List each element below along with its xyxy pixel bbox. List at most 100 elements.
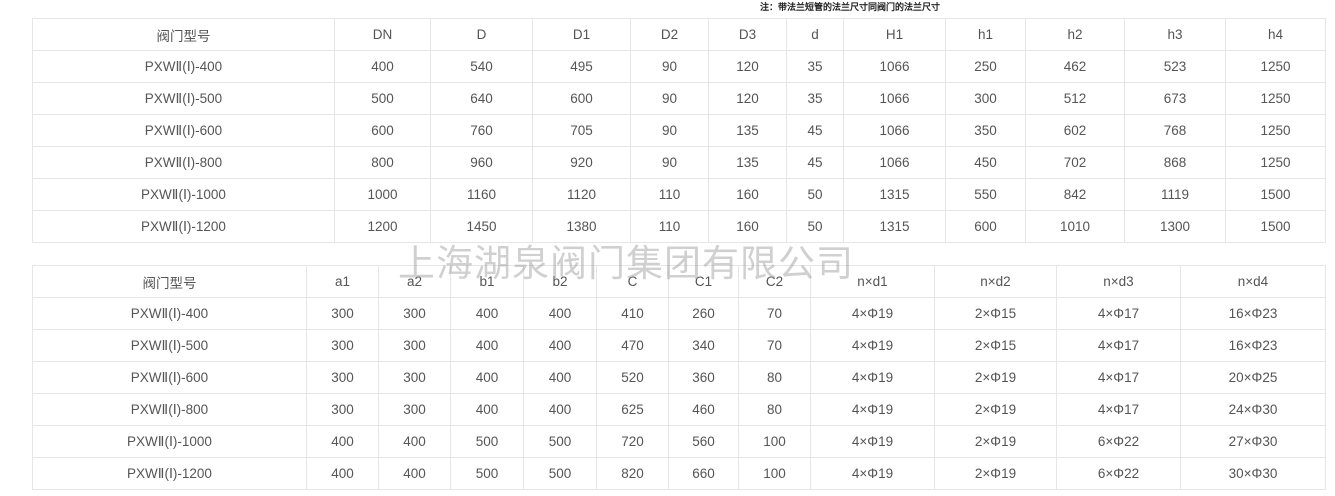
table-cell: 110: [630, 178, 709, 211]
table-row: PXWⅡ(Ⅰ)-400 300 300 400 400 410 260 70 4×Φ19 2×Φ1…: [32, 297, 1326, 330]
table-cell: 520: [596, 361, 669, 394]
table-cell: 400: [450, 329, 524, 362]
table-cell: 800: [334, 146, 431, 179]
table-cell: 560: [668, 425, 739, 458]
table-cell: 400: [334, 50, 431, 83]
table-row: PXWⅡ(Ⅰ)-1000 400 400 500 500 720 560 100 4×Φ19 2×…: [32, 425, 1326, 458]
table-cell: 1500: [1225, 178, 1326, 211]
column-header: a1: [306, 265, 379, 298]
table-cell: 250: [945, 50, 1026, 83]
table-cell: 160: [708, 178, 787, 211]
table-cell: 400: [450, 297, 524, 330]
table-cell: 410: [596, 297, 669, 330]
table-cell: 1450: [430, 210, 533, 243]
table-cell: 1500: [1225, 210, 1326, 243]
table-cell: 1066: [843, 146, 946, 179]
table-cell: 300: [378, 297, 451, 330]
table-cell: 400: [450, 361, 524, 394]
table-cell: 540: [430, 50, 533, 83]
column-header: D2: [630, 18, 709, 51]
table-cell: 1066: [843, 50, 946, 83]
table-cell: 1250: [1225, 114, 1326, 147]
table-cell: 120: [708, 50, 787, 83]
table-cell: 705: [532, 114, 631, 147]
table-cell: 16×Φ23: [1180, 329, 1326, 362]
table-cell: 400: [523, 393, 597, 426]
table-cell: 602: [1025, 114, 1125, 147]
table-cell: 27×Φ30: [1180, 425, 1326, 458]
table-row: PXWⅡ(Ⅰ)-600 600 760 705 90 135 45 1066 350 602 768…: [32, 114, 1326, 147]
table-cell: 820: [596, 457, 669, 490]
column-header: 阀门型号: [32, 265, 307, 298]
table-cell: 462: [1025, 50, 1125, 83]
table-cell: 4×Φ19: [810, 361, 935, 394]
table-cell: 30×Φ30: [1180, 457, 1326, 490]
table-cell: 660: [668, 457, 739, 490]
table-cell: 450: [945, 146, 1026, 179]
column-header: b2: [523, 265, 597, 298]
table-cell: 1380: [532, 210, 631, 243]
table-cell: 868: [1124, 146, 1226, 179]
flange-note: 注：带法兰短管的法兰尺寸同阀门的法兰尺寸: [760, 3, 941, 13]
table-cell: 1250: [1225, 146, 1326, 179]
table-cell: 1000: [334, 178, 431, 211]
table-cell: 340: [668, 329, 739, 362]
table-cell: 600: [334, 114, 431, 147]
column-header: C: [596, 265, 669, 298]
table-cell: 35: [786, 82, 844, 115]
table-cell: 1119: [1124, 178, 1226, 211]
table-cell: 1066: [843, 82, 946, 115]
table-cell: 1315: [843, 210, 946, 243]
table-cell: 523: [1124, 50, 1226, 83]
column-header: DN: [334, 18, 431, 51]
column-header: b1: [450, 265, 524, 298]
table-cell: 500: [523, 457, 597, 490]
table-cell: 460: [668, 393, 739, 426]
table-cell: 6×Φ22: [1056, 425, 1181, 458]
table-cell: PXWⅡ(Ⅰ)-800: [32, 393, 307, 426]
header-row: 阀门型号 a1 a2 b1 b2 C C1 C2 n×d1 n×d2 n×d3 n×d4: [32, 265, 1326, 298]
table-cell: 400: [450, 393, 524, 426]
table-row: PXWⅡ(Ⅰ)-500 500 640 600 90 120 35 1066 300 512 673…: [32, 82, 1326, 115]
table-cell: 4×Φ19: [810, 425, 935, 458]
table-row: PXWⅡ(Ⅰ)-1200 400 400 500 500 820 660 100 4×Φ19 2×…: [32, 457, 1326, 490]
table-cell: 50: [786, 178, 844, 211]
table-cell: 90: [630, 50, 709, 83]
table-cell: 500: [523, 425, 597, 458]
table-cell: 300: [378, 329, 451, 362]
table-cell: PXWⅡ(Ⅰ)-500: [32, 329, 307, 362]
column-header: h2: [1025, 18, 1125, 51]
table-cell: PXWⅡ(Ⅰ)-400: [32, 297, 307, 330]
column-header: d: [786, 18, 844, 51]
table-cell: 400: [378, 457, 451, 490]
table-cell: 160: [708, 210, 787, 243]
table-cell: PXWⅡ(Ⅰ)-1000: [32, 178, 335, 211]
table-row: PXWⅡ(Ⅰ)-500 300 300 400 400 470 340 70 4×Φ19 2×Φ1…: [32, 329, 1326, 362]
table-cell: 4×Φ19: [810, 329, 935, 362]
column-header: D1: [532, 18, 631, 51]
table-cell: 300: [945, 82, 1026, 115]
table-cell: 260: [668, 297, 739, 330]
table-cell: 2×Φ15: [934, 329, 1057, 362]
table-cell: 600: [532, 82, 631, 115]
table-cell: 768: [1124, 114, 1226, 147]
table-cell: 673: [1124, 82, 1226, 115]
table-cell: 70: [738, 297, 811, 330]
table-cell: 920: [532, 146, 631, 179]
table-cell: 90: [630, 114, 709, 147]
column-header: n×d2: [934, 265, 1057, 298]
table-cell: 4×Φ17: [1056, 329, 1181, 362]
table-cell: 4×Φ19: [810, 297, 935, 330]
table-cell: 4×Φ17: [1056, 297, 1181, 330]
table-cell: 470: [596, 329, 669, 362]
table-cell: 400: [306, 425, 379, 458]
table-cell: 1250: [1225, 50, 1326, 83]
table-cell: 4×Φ19: [810, 393, 935, 426]
table-cell: 600: [945, 210, 1026, 243]
table-cell: 400: [378, 425, 451, 458]
table-cell: 100: [738, 457, 811, 490]
table-cell: 1120: [532, 178, 631, 211]
table-cell: 400: [523, 329, 597, 362]
column-header: C1: [668, 265, 739, 298]
table-cell: 20×Φ25: [1180, 361, 1326, 394]
